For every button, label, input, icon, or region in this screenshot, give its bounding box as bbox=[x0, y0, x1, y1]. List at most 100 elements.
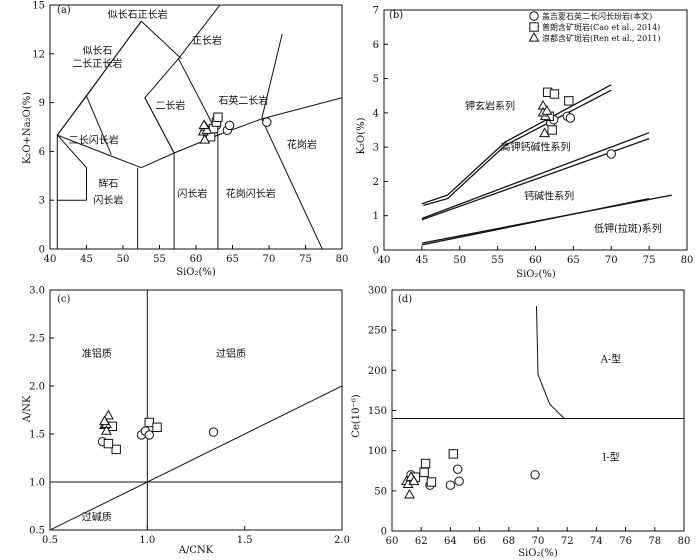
xtick-label-c-2: 1.5 bbox=[237, 535, 253, 546]
point-d-square-2 bbox=[420, 458, 431, 469]
point-c-triangle-2 bbox=[102, 409, 114, 420]
point-d-circle-4 bbox=[454, 476, 464, 486]
field-line-a-6 bbox=[110, 21, 142, 63]
ytick-label-a-5: 15 bbox=[32, 1, 45, 12]
legend-marker-2 bbox=[528, 31, 540, 42]
point-a-triangle-3 bbox=[198, 119, 210, 130]
ytick-label-c-3: 2.0 bbox=[29, 382, 45, 393]
point-c-square-1 bbox=[111, 444, 121, 455]
xtick-label-a-2: 50 bbox=[117, 254, 130, 265]
xtick-label-d-6: 72 bbox=[561, 536, 574, 547]
ytick-label-c-2: 1.5 bbox=[29, 430, 45, 441]
field-label-b-3: 低钾(拉斑)系列 bbox=[594, 222, 662, 235]
field-line-b-2 bbox=[421, 132, 650, 220]
xtick-label-a-0: 40 bbox=[44, 254, 57, 265]
xtick-label-d-10: 80 bbox=[678, 536, 691, 547]
ytick-label-a-3: 9 bbox=[39, 98, 45, 109]
ytick-label-b-6: 6 bbox=[373, 40, 379, 51]
field-line-b-0 bbox=[421, 84, 612, 205]
ytick-label-c-4: 2.5 bbox=[29, 334, 45, 345]
ytick-label-b-4: 4 bbox=[373, 108, 379, 119]
field-line-c-2 bbox=[50, 385, 342, 530]
field-label-a-3: 二长正长岩 bbox=[72, 57, 122, 70]
field-line-b-1 bbox=[423, 89, 612, 207]
panel-label-c: (c) bbox=[57, 294, 71, 305]
xtick-label-b-2: 50 bbox=[453, 255, 466, 266]
point-d-circle-2 bbox=[445, 480, 456, 490]
point-b-circle-3 bbox=[565, 113, 576, 123]
point-d-square-4 bbox=[448, 449, 459, 459]
panel-b: (b) SiO₂(%) K₂O(%) bbox=[356, 10, 556, 280]
ylabel-b: K₂O(%) bbox=[356, 117, 367, 154]
ytick-label-c-0: 0.5 bbox=[29, 526, 45, 537]
frame-c bbox=[49, 289, 343, 531]
ytick-label-d-6: 300 bbox=[368, 286, 387, 297]
point-d-circle-3 bbox=[453, 464, 463, 474]
point-b-square-3 bbox=[547, 125, 557, 135]
point-c-triangle-4 bbox=[99, 415, 110, 426]
legend-label-1: 普朗含矿斑岩(Cao et al., 2014) bbox=[542, 22, 660, 32]
xtick-label-d-5: 70 bbox=[532, 536, 545, 547]
field-line-a-5 bbox=[144, 58, 179, 249]
ytick-label-d-1: 50 bbox=[374, 486, 387, 497]
field-label-b-1: 高钾钙碱性系列 bbox=[501, 141, 571, 154]
point-b-square-1 bbox=[549, 89, 560, 99]
field-lines-c bbox=[50, 290, 342, 530]
xtick-label-a-3: 55 bbox=[153, 254, 166, 265]
field-label-a-6: 二长闪长岩 bbox=[69, 133, 119, 146]
plot-area-d: 60 62 64 66 68 70 72 74 76 78 80 0 50 100 150 200 250 300… bbox=[368, 286, 690, 548]
point-a-square-4 bbox=[213, 112, 223, 122]
plot-area-a: 40 45 50 55 60 65 70 75 80 0 3 6 9 12 15 似长石正长岩正长岩似长石二长… bbox=[32, 1, 348, 266]
point-d-circle-5 bbox=[530, 470, 540, 480]
xtick-label-d-9: 78 bbox=[648, 536, 661, 547]
point-b-circle-4 bbox=[606, 149, 616, 159]
xtick-label-d-1: 62 bbox=[415, 536, 428, 547]
xlabel-d: SiO₂(%) bbox=[518, 548, 558, 559]
ytick-label-b-5: 5 bbox=[373, 74, 379, 85]
point-b-triangle-4 bbox=[541, 105, 553, 115]
xtick-label-b-8: 80 bbox=[681, 255, 694, 266]
xlabel-a: SiO₂(%) bbox=[176, 267, 216, 278]
ytick-label-a-4: 12 bbox=[32, 49, 45, 60]
ytick-label-d-3: 150 bbox=[368, 406, 387, 417]
field-line-a-11 bbox=[141, 118, 323, 249]
xtick-label-a-6: 70 bbox=[263, 254, 276, 265]
field-label-a-10: 闪长岩 bbox=[177, 187, 207, 200]
field-label-a-8: 辉石 bbox=[98, 178, 118, 190]
legend-marker-1 bbox=[529, 22, 539, 32]
field-label-c-0: 准铝质 bbox=[82, 348, 112, 360]
ytick-label-b-0: 0 bbox=[373, 246, 379, 257]
field-line-a-13 bbox=[261, 34, 283, 120]
field-line-a-1 bbox=[56, 61, 112, 136]
ytick-label-d-5: 250 bbox=[368, 326, 387, 337]
panel-a: (a) SiO₂(%) K₂O+Na₂O(%) bbox=[22, 5, 216, 278]
xtick-label-d-3: 66 bbox=[473, 536, 486, 547]
field-line-b-5 bbox=[421, 197, 650, 246]
field-line-d-1 bbox=[536, 306, 565, 419]
ytick-label-c-5: 3.0 bbox=[29, 286, 45, 297]
legend-label-0: 盖吉夏石英二长闪长玢岩(本文) bbox=[542, 11, 652, 21]
field-label-a-5: 石英二长岩 bbox=[218, 94, 268, 107]
field-lines-d bbox=[392, 306, 684, 419]
field-line-a-14 bbox=[261, 97, 342, 120]
ylabel-d: Ce(10⁻⁶) bbox=[351, 394, 362, 437]
field-label-a-11: 花岗闪长岩 bbox=[226, 187, 276, 200]
point-d-square-3 bbox=[426, 477, 437, 487]
panel-label-d: (d) bbox=[398, 294, 412, 305]
panel-c: (c) A/CNK A/NK bbox=[22, 294, 214, 556]
point-d-square-1 bbox=[419, 467, 429, 478]
field-label-b-0: 钾玄岩系列 bbox=[465, 99, 515, 112]
xtick-label-b-4: 60 bbox=[529, 255, 542, 266]
xtick-label-a-4: 60 bbox=[190, 254, 203, 265]
ytick-label-b-7: 7 bbox=[373, 6, 379, 17]
xtick-label-d-7: 74 bbox=[590, 536, 603, 547]
ytick-label-d-4: 200 bbox=[368, 366, 387, 377]
point-c-triangle-3 bbox=[100, 425, 112, 435]
field-label-c-1: 过铝质 bbox=[216, 347, 246, 360]
ytick-label-d-0: 0 bbox=[381, 527, 387, 538]
ytick-label-a-1: 3 bbox=[39, 196, 45, 207]
point-c-circle-4 bbox=[208, 427, 219, 437]
xtick-label-d-4: 68 bbox=[502, 536, 515, 547]
